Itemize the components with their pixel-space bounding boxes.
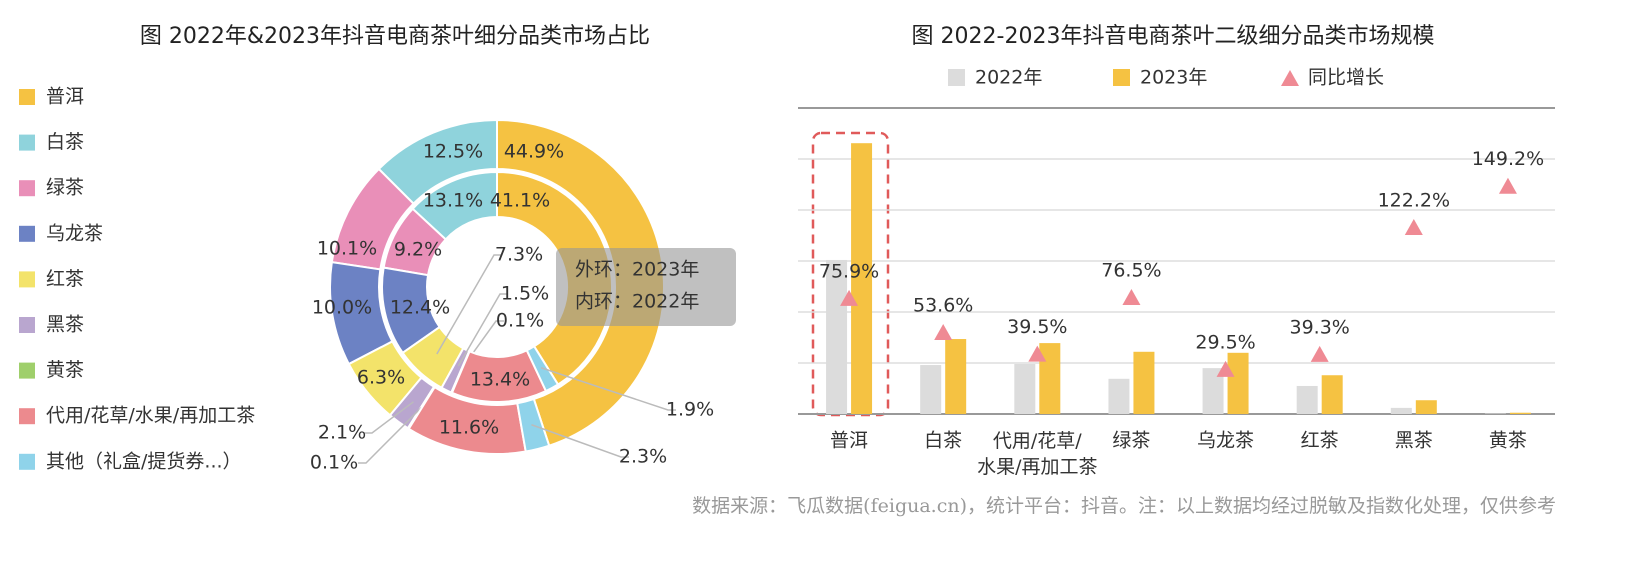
legend-label: 2023年 <box>1140 67 1207 89</box>
legend-label: 乌龙茶 <box>46 222 103 244</box>
growth-marker <box>1404 219 1423 236</box>
x-tick-label: 乌龙茶 <box>1197 430 1254 452</box>
legend-swatch <box>19 362 35 379</box>
leader-line <box>457 293 508 367</box>
data-label: 41.1% <box>490 190 550 212</box>
growth-marker <box>1216 360 1235 377</box>
data-label: 1.9% <box>666 399 714 421</box>
bar <box>851 143 873 414</box>
legend-label: 白茶 <box>46 131 84 153</box>
leader-line <box>436 254 502 355</box>
legend-swatch <box>19 408 35 425</box>
legend-marker <box>1281 70 1299 86</box>
data-label: 12.4% <box>390 297 450 319</box>
legend-swatch <box>19 453 35 470</box>
bar <box>1415 400 1437 414</box>
legend-label: 绿茶 <box>46 177 84 199</box>
x-tick-label: 黑茶 <box>1395 430 1433 452</box>
data-label: 12.5% <box>423 141 483 163</box>
bar <box>1227 352 1249 414</box>
growth-label: 53.6% <box>913 294 973 316</box>
growth-label: 75.9% <box>819 260 879 282</box>
source: 数据来源：飞瓜数据(feigua.cn)，统计平台：抖音。注：以上数据均经过脱敏… <box>692 495 1556 517</box>
tooltip-box <box>556 248 736 326</box>
legend-swatch <box>19 225 35 242</box>
data-label: 0.1% <box>310 452 358 474</box>
x-tick-label: 红茶 <box>1301 430 1339 452</box>
x-tick-label: 白茶 <box>924 430 962 452</box>
bar <box>1509 412 1531 414</box>
bar <box>1390 407 1412 414</box>
legend-swatch <box>19 89 35 105</box>
bar <box>1133 351 1155 414</box>
legend-swatch <box>19 317 35 333</box>
pie-title: 图 2022年&2023年抖音电商茶叶细分品类市场占比 <box>140 24 650 49</box>
bar <box>1296 385 1318 414</box>
leader-line <box>540 367 676 411</box>
legend-swatch <box>19 271 35 288</box>
tooltip-text: 内环：2022年 <box>575 291 699 313</box>
data-label: 9.2% <box>394 239 442 261</box>
data-label: 0.1% <box>496 310 544 332</box>
x-tick-label: 普洱 <box>830 430 868 452</box>
growth-marker <box>1122 288 1141 305</box>
data-label: 11.6% <box>439 417 499 439</box>
legend-swatch <box>1113 69 1130 86</box>
data-label: 10.1% <box>317 238 377 260</box>
bar <box>826 259 848 414</box>
data-label: 2.1% <box>318 422 366 444</box>
leader-line <box>364 401 414 434</box>
data-label: 13.1% <box>423 190 483 212</box>
growth-marker <box>1028 345 1047 362</box>
growth-marker <box>840 289 859 306</box>
legend-label: 黄茶 <box>46 359 84 381</box>
data-label: 13.4% <box>470 369 530 391</box>
bar <box>1202 368 1224 414</box>
data-label: 10.0% <box>312 297 372 319</box>
growth-marker <box>1498 177 1517 194</box>
x-tick-label: 绿茶 <box>1112 430 1150 452</box>
growth-label: 149.2% <box>1472 148 1544 170</box>
growth-marker <box>934 323 953 340</box>
data-label: 7.3% <box>495 244 543 266</box>
tooltip-text: 外环：2023年 <box>575 259 699 281</box>
bar <box>1039 343 1061 414</box>
legend-label: 普洱 <box>46 86 84 108</box>
bar <box>945 339 967 414</box>
growth-label: 122.2% <box>1378 190 1450 212</box>
leader-line <box>358 406 423 464</box>
bar <box>920 365 942 414</box>
legend-label: 黑茶 <box>46 314 84 336</box>
growth-label: 39.5% <box>1007 316 1067 338</box>
leader-line <box>531 424 629 458</box>
growth-label: 39.3% <box>1290 316 1350 338</box>
bar <box>1108 378 1130 414</box>
growth-label: 29.5% <box>1195 331 1255 353</box>
legend-label: 红茶 <box>46 268 84 290</box>
bar <box>1484 413 1506 414</box>
growth-marker <box>1310 345 1329 362</box>
bar-title: 图 2022-2023年抖音电商茶叶二级细分品类市场规模 <box>912 24 1435 49</box>
x-tick-label: 黄茶 <box>1489 430 1527 452</box>
legend-label: 同比增长 <box>1308 67 1384 89</box>
legend-swatch <box>948 69 965 86</box>
data-label: 1.5% <box>501 283 549 305</box>
legend-label: 代用/花草/水果/再加工茶 <box>46 405 255 427</box>
data-label: 6.3% <box>357 367 405 389</box>
legend-swatch <box>19 180 35 197</box>
legend-label: 其他（礼盒/提货券...） <box>46 450 242 472</box>
x-tick-label: 代用/花草/水果/再加工茶 <box>977 430 1097 478</box>
data-label: 44.9% <box>504 141 564 163</box>
legend-swatch <box>19 134 35 151</box>
legend-label: 2022年 <box>975 67 1042 89</box>
bar <box>1014 364 1036 414</box>
data-label: 2.3% <box>619 446 667 468</box>
bar <box>1321 375 1343 414</box>
growth-label: 76.5% <box>1101 259 1161 281</box>
